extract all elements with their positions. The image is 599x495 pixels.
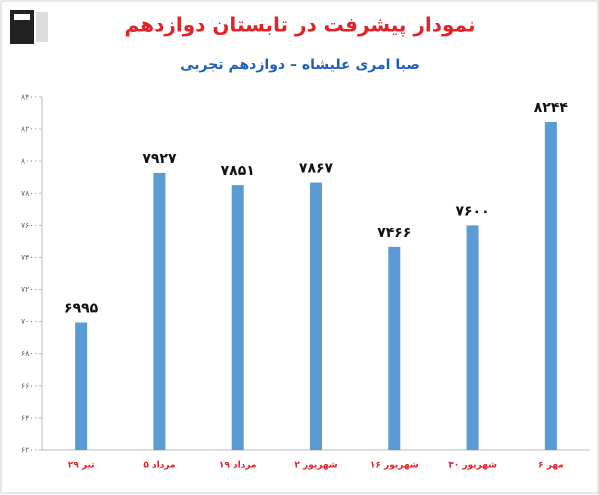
value-label: ۷۸۵۱: [221, 163, 255, 179]
y-tick-label: ۶۴۰۰: [21, 413, 38, 422]
bar: [466, 225, 479, 450]
x-tick-label: ۱۶ شهریور: [370, 461, 419, 471]
y-tick-label: ۷۴۰۰: [21, 253, 38, 262]
bar: [75, 322, 88, 450]
bar: [388, 246, 401, 450]
x-tick-label: ۵ مرداد: [143, 461, 175, 471]
y-tick-label: ۷۶۰۰: [21, 221, 38, 230]
x-tick-label: ۲۹ تیر: [68, 461, 95, 471]
x-tick-label: ۶ مهر: [538, 461, 564, 471]
y-tick-label: ۶۲۰۰: [21, 446, 38, 455]
y-tick-label: ۶۸۰۰: [21, 349, 38, 358]
y-tick-label: ۸۴۰۰: [21, 93, 38, 102]
bar: [231, 185, 244, 450]
y-tick-label: ۷۸۰۰: [21, 189, 38, 198]
x-tick-label: ۳۰ شهریور: [448, 461, 497, 471]
y-tick-label: ۶۶۰۰: [21, 381, 38, 390]
value-label: ۷۸۶۷: [299, 161, 334, 177]
chart-subtitle: صبا امری علیشاه – دوازدهم تجربی: [180, 57, 420, 73]
value-label: ۷۹۲۷: [142, 151, 177, 167]
y-tick-label: ۷۰۰۰: [21, 317, 38, 326]
y-tick-label: ۸۲۰۰: [21, 125, 38, 134]
value-label: ۷۴۶۶: [377, 225, 411, 241]
chart-title: نمودار پیشرفت در تابستان دوازدهم: [125, 13, 476, 38]
logo: [10, 10, 48, 44]
bar: [153, 172, 166, 450]
x-tick-label: ۱۹ مرداد: [219, 461, 257, 471]
bar: [310, 182, 322, 450]
value-label: ۷۶۰۰: [455, 203, 489, 219]
x-tick-label: ۲ شهریور: [294, 461, 337, 471]
value-label: ۶۹۹۵: [64, 300, 99, 316]
value-label: ۸۲۴۴: [534, 100, 569, 116]
y-tick-label: ۸۰۰۰: [21, 157, 38, 166]
bar: [544, 122, 557, 450]
y-tick-label: ۷۲۰۰: [21, 285, 38, 294]
